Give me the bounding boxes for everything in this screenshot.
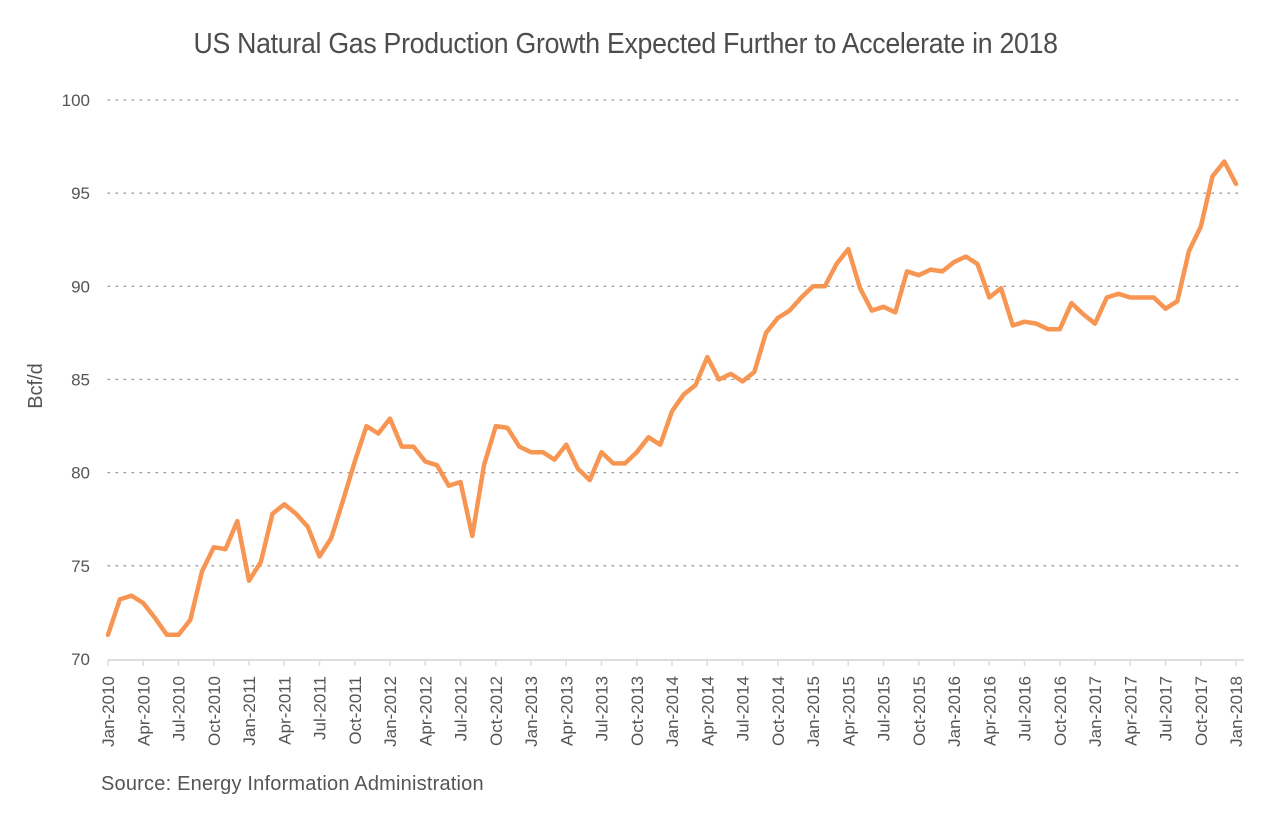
x-tick-label: Jan-2013 [522,676,541,747]
y-tick-label: 90 [71,277,90,296]
y-axis-label: Bcf/d [25,363,47,409]
x-tick-label: Oct-2010 [205,676,224,746]
x-tick-label: Jan-2010 [99,676,118,747]
source-note: Source: Energy Information Administratio… [101,773,484,795]
y-tick-label: 95 [71,184,90,203]
x-tick-label: Jul-2017 [1157,676,1176,741]
x-tick-label: Jul-2012 [452,676,471,741]
x-tick-label: Jul-2010 [170,676,189,741]
x-tick-label: Jul-2015 [875,676,894,741]
x-tick-label: Jan-2017 [1086,676,1105,747]
x-tick-label: Jan-2016 [945,676,964,747]
x-axis: Jan-2010 Apr-2010 Jul-2010 Oct-2010 Jan-2011… [99,659,1246,747]
x-tick-label: Jan-2015 [804,676,823,747]
x-tick-label: Apr-2012 [416,676,435,746]
series-line [105,159,1239,638]
x-tick-label: Apr-2013 [557,676,576,746]
x-tick-label: Oct-2011 [346,676,365,745]
y-tick-label: 80 [71,464,90,483]
x-tick-label: Jan-2014 [663,676,682,747]
y-tick-label: 70 [71,650,90,669]
x-tick-label: Jan-2018 [1227,676,1246,747]
x-tick-label: Oct-2012 [487,676,506,746]
x-tick-label: Oct-2017 [1192,676,1211,746]
y-tick-label: 85 [71,371,90,390]
x-tick-label: Apr-2015 [839,676,858,746]
x-tick-label: Apr-2016 [980,676,999,746]
y-tick-label: 100 [62,91,90,110]
y-axis: 70 75 80 85 90 95 100 [62,91,90,669]
x-tick-label: Jul-2011 [311,676,330,740]
chart-title: US Natural Gas Production Growth Expecte… [193,28,1058,60]
x-tick-label: Jul-2014 [734,676,753,741]
x-tick-label: Apr-2017 [1121,676,1140,746]
x-tick-label: Oct-2015 [910,676,929,746]
gridlines [107,99,1245,567]
x-tick-label: Oct-2014 [769,676,788,746]
x-tick-label: Jan-2012 [381,676,400,747]
x-tick-label: Oct-2013 [628,676,647,746]
x-tick-label: Apr-2010 [134,676,153,746]
x-tick-label: Apr-2011 [275,676,294,745]
x-tick-label: Jan-2011 [240,676,259,746]
x-tick-label: Apr-2014 [698,676,717,746]
x-tick-label: Oct-2016 [1051,676,1070,746]
x-tick-label: Jul-2016 [1016,676,1035,741]
series [105,159,1239,638]
y-tick-label: 75 [71,557,90,576]
x-tick-label: Jul-2013 [593,676,612,741]
